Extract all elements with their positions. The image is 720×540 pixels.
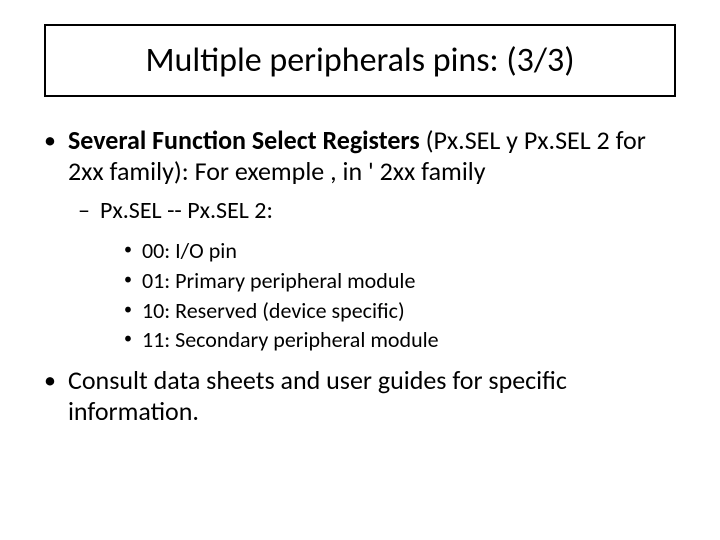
title-box: Multiple peripherals pins: (3/3) bbox=[44, 24, 676, 97]
code-list: • 00: I/O pin • 01: Primary peripheral m… bbox=[124, 236, 676, 355]
bullet-content: Several Function Select Registers (Px.SE… bbox=[68, 125, 676, 187]
code-text: 00: I/O pin bbox=[142, 236, 237, 266]
bullet-dot-icon: • bbox=[124, 236, 132, 266]
code-text: 01: Primary peripheral module bbox=[142, 266, 415, 296]
code-item: • 10: Reserved (device specific) bbox=[124, 296, 676, 326]
code-text: 10: Reserved (device specific) bbox=[142, 296, 405, 326]
bullet-dot-icon: • bbox=[124, 266, 132, 296]
bullet-dot-icon: • bbox=[124, 296, 132, 326]
bullet-item-2: • Consult data sheets and user guides fo… bbox=[44, 365, 676, 427]
sub-bullet-1: – Px.SEL -- Px.SEL 2: bbox=[78, 197, 676, 226]
bullet-dot-icon: • bbox=[124, 325, 132, 355]
dash-icon: – bbox=[78, 197, 90, 226]
slide: Multiple peripherals pins: (3/3) • Sever… bbox=[0, 0, 720, 540]
bold-text: Several Function Select Registers bbox=[68, 124, 420, 156]
code-item: • 00: I/O pin bbox=[124, 236, 676, 266]
bullet-content: Consult data sheets and user guides for … bbox=[68, 365, 676, 427]
bullet-dot-icon: • bbox=[44, 125, 56, 187]
slide-title: Multiple peripherals pins: (3/3) bbox=[64, 40, 656, 81]
bullet-dot-icon: • bbox=[44, 365, 56, 427]
sub-bullet-text: Px.SEL -- Px.SEL 2: bbox=[100, 197, 273, 226]
bullet-item-1: • Several Function Select Registers (Px.… bbox=[44, 125, 676, 187]
code-item: • 11: Secondary peripheral module bbox=[124, 325, 676, 355]
slide-body: • Several Function Select Registers (Px.… bbox=[44, 125, 676, 427]
code-item: • 01: Primary peripheral module bbox=[124, 266, 676, 296]
code-text: 11: Secondary peripheral module bbox=[142, 325, 439, 355]
